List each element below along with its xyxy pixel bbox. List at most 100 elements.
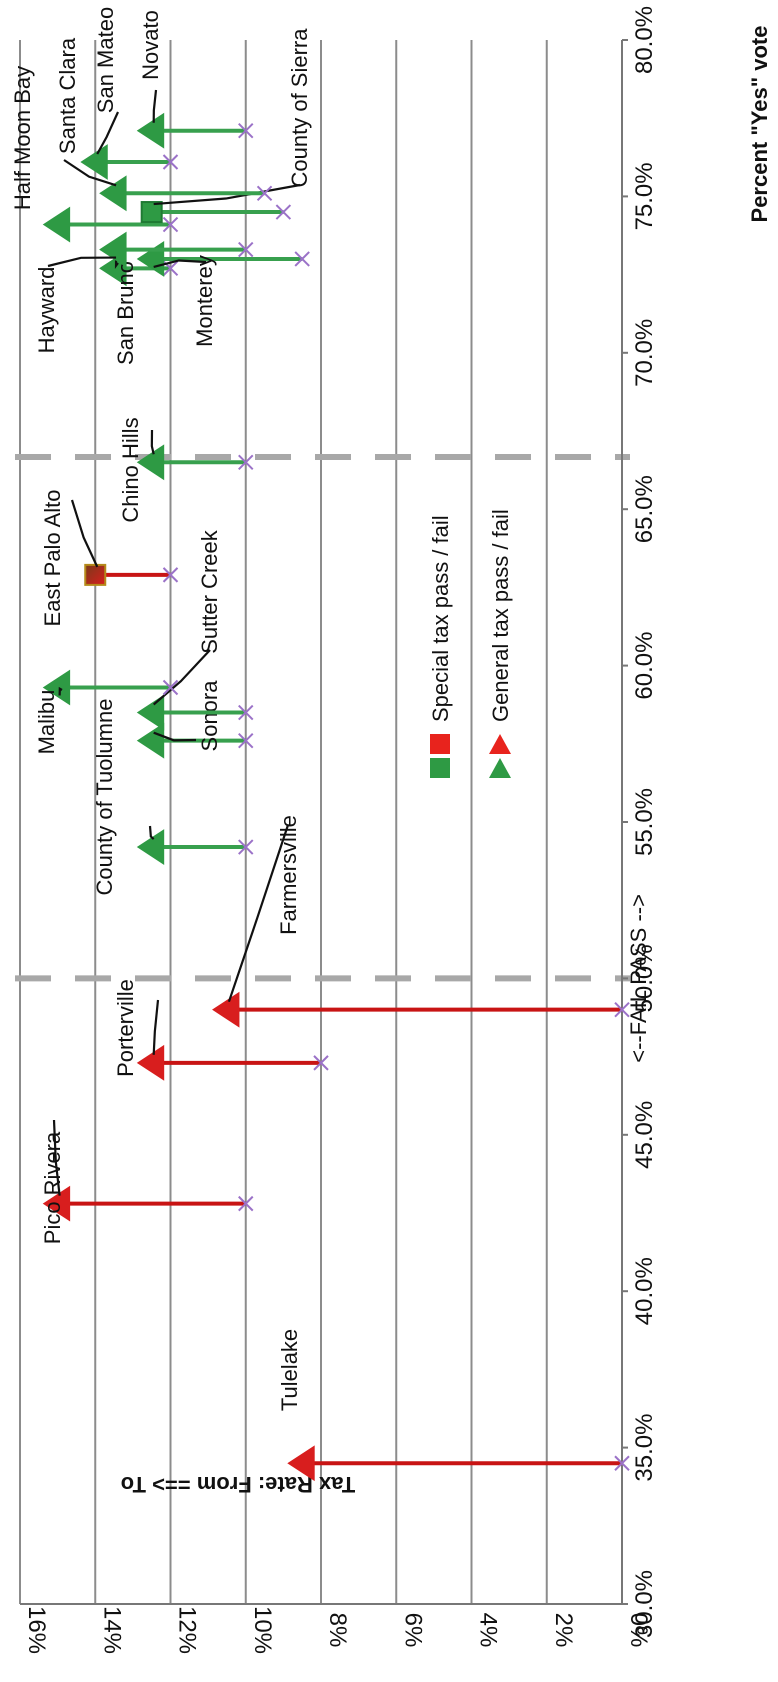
legend-marker-pass	[489, 758, 511, 778]
to-rate-triangle-marker	[136, 722, 165, 759]
city-label: Hayward	[34, 267, 59, 354]
city-leader-line	[150, 429, 155, 455]
city-label: Farmersville	[276, 815, 301, 935]
y-tick-label: 10%	[249, 1606, 276, 1654]
x-tick-label: 70.0%	[631, 319, 658, 387]
city-label: Tulelake	[277, 1329, 302, 1411]
y-tick-label: 0%	[625, 1613, 652, 1648]
to-rate-triangle-marker	[136, 829, 165, 865]
city-label: San Mateo	[93, 7, 118, 113]
city-label: Novato	[138, 10, 163, 80]
city-leader-line	[70, 499, 99, 568]
city-label: Santa Clara	[55, 37, 80, 154]
city-label: Chino Hills	[118, 417, 143, 522]
to-rate-triangle-marker	[42, 1185, 71, 1222]
to-rate-triangle-marker	[136, 112, 165, 149]
grid-lines	[19, 40, 548, 1604]
city-leader-line	[152, 89, 158, 123]
x-tick-label: 50.0%	[631, 944, 658, 1012]
to-rate-triangle-marker	[136, 241, 165, 277]
city-leader-line	[114, 260, 119, 270]
y-tick-label: 4%	[475, 1613, 502, 1648]
to-rate-square-marker	[84, 563, 107, 586]
to-rate-triangle-marker	[136, 694, 165, 731]
city-leader-line	[152, 999, 160, 1055]
x-tick-label: 45.0%	[631, 1101, 658, 1169]
city-leader-line	[63, 159, 117, 187]
legend: Special tax pass / fail General tax pass …	[428, 509, 513, 778]
city-leader-line	[227, 824, 290, 1003]
x-tick-label: 35.0%	[631, 1414, 658, 1482]
city-label: East Palo Alto	[40, 490, 65, 627]
y-tick-label: 6%	[399, 1613, 426, 1648]
x-tick-label: 65.0%	[631, 475, 658, 543]
to-rate-triangle-marker	[42, 206, 71, 243]
from-rate-marker	[294, 251, 310, 267]
city-leader-line	[47, 256, 117, 268]
legend-marker-pass	[430, 758, 450, 778]
x-tick-label: 75.0%	[631, 162, 658, 230]
from-rate-marker	[313, 1055, 329, 1071]
from-rate-marker	[162, 567, 179, 583]
from-rate-marker	[238, 1195, 254, 1212]
from-rate-marker	[162, 154, 179, 170]
threshold-lines: <--FAIL PASS -->	[15, 453, 651, 1063]
x-tick-label: 55.0%	[631, 788, 658, 856]
city-leader-line	[96, 111, 120, 155]
x-tick-label: 30.0%	[631, 1570, 658, 1638]
from-rate-marker	[238, 704, 254, 721]
from-rate-marker	[238, 123, 254, 139]
from-rate-marker	[238, 732, 254, 749]
from-rate-marker	[238, 839, 254, 855]
to-rate-triangle-marker	[136, 444, 165, 481]
y-tick-label: 8%	[324, 1613, 351, 1648]
city-leader-line	[148, 825, 155, 840]
from-rate-marker	[238, 454, 254, 470]
city-label: Sonora	[197, 680, 222, 752]
from-rate-marker	[614, 1001, 630, 1018]
from-rate-marker	[162, 679, 179, 696]
y-tick-label: 2%	[550, 1613, 577, 1648]
legend-marker-fail	[489, 734, 511, 754]
to-rate-triangle-marker	[80, 144, 108, 180]
data-series: Tulelake Pico Rivera Porterville Farmersvil…	[10, 7, 630, 1482]
city-leader-line	[153, 259, 207, 269]
legend-label: General tax pass / fail	[488, 509, 513, 722]
city-label: County of Sierra	[287, 28, 312, 188]
x-tick-label: 40.0%	[631, 1257, 658, 1325]
city-leader-line	[52, 1119, 61, 1196]
y-axis-title: Tax Rate: From ==> To	[121, 1472, 356, 1497]
to-rate-triangle-marker	[287, 1445, 315, 1482]
from-rate-marker	[238, 241, 254, 258]
city-leader-line	[153, 731, 197, 742]
city-label: Pico Rivera	[40, 1131, 65, 1244]
legend-marker-fail	[430, 734, 450, 754]
city-leader-line	[153, 183, 301, 206]
legend-label: Special tax pass / fail	[428, 515, 453, 722]
city-label: Malibu	[34, 690, 59, 755]
city-leader-line	[58, 686, 63, 696]
city-label: San Bruno	[113, 261, 138, 365]
to-rate-triangle-marker	[212, 991, 240, 1028]
city-label: Porterville	[113, 979, 138, 1077]
city-label: Sutter Creek	[197, 529, 222, 653]
x-tick-label: 60.0%	[631, 632, 658, 700]
city-label: Monterey	[192, 255, 217, 347]
from-rate-marker	[162, 216, 179, 233]
y-tick-label: 12%	[174, 1606, 201, 1654]
from-rate-marker	[256, 185, 273, 201]
city-label: County of Tuolumne	[92, 699, 117, 896]
city-leader-line	[152, 649, 211, 706]
to-rate-triangle-marker	[136, 1044, 165, 1081]
to-rate-square-marker	[140, 201, 163, 224]
axes: 0% 2% 4% 6% 8% 10% 12% 14% 16% 30.0% 35.0% 40.0% 45.…	[20, 6, 772, 1654]
from-rate-marker	[614, 1455, 630, 1471]
x-tick-label: 80.0%	[631, 6, 658, 74]
to-rate-triangle-marker	[42, 669, 71, 706]
city-label: Half Moon Bay	[10, 66, 35, 210]
x-axis-title: Percent "Yes" vote	[747, 26, 772, 223]
y-tick-label: 14%	[98, 1606, 125, 1654]
y-tick-label: 16%	[23, 1606, 50, 1654]
threshold-label: <--FAIL PASS -->	[626, 894, 651, 1063]
